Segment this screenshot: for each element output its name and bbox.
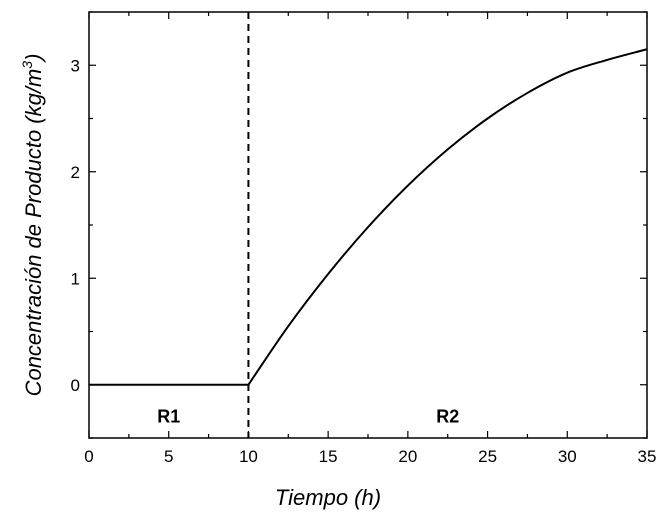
- region-labels: R1 R2: [157, 407, 459, 427]
- x-tick-label: 0: [84, 447, 93, 466]
- x-tick-label: 20: [398, 447, 417, 466]
- region-label-r1: R1: [157, 407, 180, 427]
- y-axis-title: Concentración de Producto (kg/m3): [19, 54, 46, 397]
- axis-ticks: [88, 11, 648, 439]
- x-tick-label: 25: [478, 447, 497, 466]
- tick-labels: 0 5 10 15 20 25 30 35 0 1 2 3: [71, 56, 657, 466]
- plot-frame: [88, 11, 648, 439]
- y-tick-label: 0: [71, 376, 80, 395]
- x-tick-label: 10: [239, 447, 258, 466]
- y-tick-label: 3: [71, 56, 80, 75]
- y-tick-label: 1: [71, 269, 80, 288]
- x-tick-label: 15: [319, 447, 338, 466]
- series-line: [89, 48, 648, 386]
- region-label-r2: R2: [436, 407, 459, 427]
- y-axis-title-superscript: 3: [19, 61, 35, 69]
- x-tick-label: 5: [164, 447, 173, 466]
- x-axis-title: Tiempo (h): [275, 485, 381, 510]
- x-tick-label: 30: [558, 447, 577, 466]
- x-tick-label: 35: [638, 447, 657, 466]
- y-axis-title-close: ): [21, 54, 46, 64]
- y-axis-title-main: Concentración de Producto (kg/m: [21, 69, 46, 397]
- y-tick-label: 2: [71, 163, 80, 182]
